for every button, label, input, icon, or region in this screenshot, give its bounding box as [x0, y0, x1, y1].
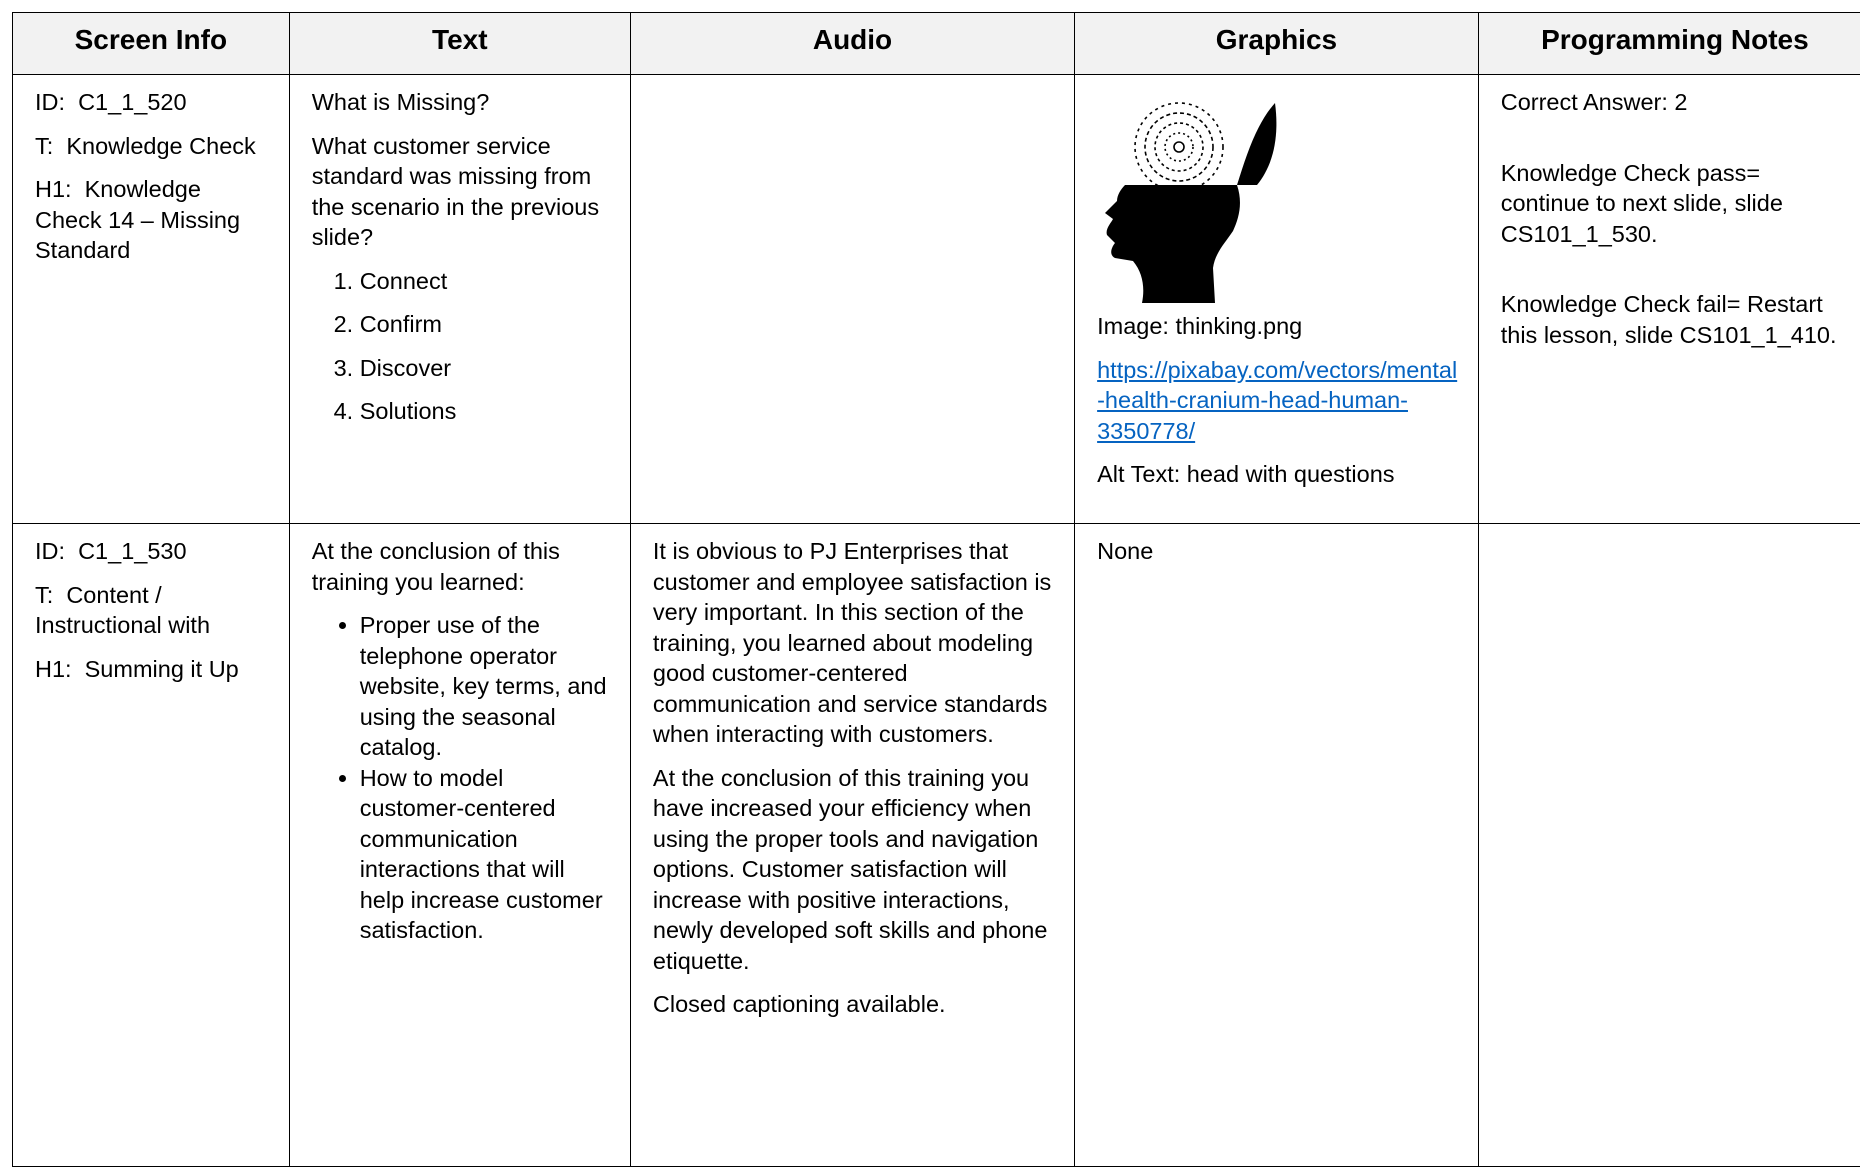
audio-cell: It is obvious to PJ Enterprises that cus… — [630, 524, 1074, 1167]
screen-id: ID: C1_1_530 — [35, 536, 271, 567]
note: Knowledge Check pass= continue to next s… — [1501, 158, 1853, 250]
storyboard-table: Screen Info Text Audio Graphics Programm… — [12, 12, 1860, 1167]
row: ID: C1_1_520 T: Knowledge Check H1: Know… — [13, 75, 1860, 524]
head-image — [1097, 93, 1277, 303]
option: Solutions — [360, 396, 612, 427]
image-link[interactable]: https://pixabay.com/vectors/mental-healt… — [1097, 357, 1457, 444]
text-cell: At the conclusion of this training you l… — [289, 524, 630, 1167]
screen-heading: H1: Knowledge Check 14 – Missing Standar… — [35, 174, 271, 266]
header-cell: Text — [289, 13, 630, 75]
screen-type: T: Content / Instructional with — [35, 580, 271, 641]
screen-info-cell: ID: C1_1_530 T: Content / Instructional … — [13, 524, 290, 1167]
header-cell: Graphics — [1075, 13, 1479, 75]
notes-cell: Correct Answer: 2 Knowledge Check pass= … — [1478, 75, 1860, 524]
option: Confirm — [360, 309, 612, 340]
screen-heading: H1: Summing it Up — [35, 654, 271, 685]
graphics-cell: None — [1075, 524, 1479, 1167]
option: Connect — [360, 266, 612, 297]
bullet: Proper use of the telephone operator web… — [360, 610, 612, 763]
text-cell: What is Missing? What customer service s… — [289, 75, 630, 524]
bullet: How to model customer-centered communica… — [360, 763, 612, 946]
header-cell: Audio — [630, 13, 1074, 75]
image-name: Image: thinking.png — [1097, 311, 1460, 342]
notes-cell — [1478, 524, 1860, 1167]
screen-info-cell: ID: C1_1_520 T: Knowledge Check H1: Know… — [13, 75, 290, 524]
header-cell: Programming Notes — [1478, 13, 1860, 75]
audio-paragraph: At the conclusion of this training you h… — [653, 763, 1056, 977]
options: Connect Confirm Discover Solutions — [312, 266, 612, 427]
graphics-text: None — [1097, 536, 1460, 567]
bullets: Proper use of the telephone operator web… — [312, 610, 612, 946]
page: Screen Info Text Audio Graphics Programm… — [0, 0, 1860, 1138]
header-cell: Screen Info — [13, 13, 290, 75]
header-row: Screen Info Text Audio Graphics Programm… — [13, 13, 1860, 75]
note: Knowledge Check fail= Restart this lesso… — [1501, 289, 1853, 350]
screen-id: ID: C1_1_520 — [35, 87, 271, 118]
audio-cell — [630, 75, 1074, 524]
row: ID: C1_1_530 T: Content / Instructional … — [13, 524, 1860, 1167]
question-title: What is Missing? — [312, 87, 612, 118]
note: Correct Answer: 2 — [1501, 87, 1853, 118]
screen-type: T: Knowledge Check — [35, 131, 271, 162]
question: What customer service standard was missi… — [312, 131, 612, 253]
audio-paragraph: Closed captioning available. — [653, 989, 1056, 1020]
alt-text: Alt Text: head with questions — [1097, 459, 1460, 490]
graphics-cell: Image: thinking.png https://pixabay.com/… — [1075, 75, 1479, 524]
intro: At the conclusion of this training you l… — [312, 536, 612, 597]
option: Discover — [360, 353, 612, 384]
audio-paragraph: It is obvious to PJ Enterprises that cus… — [653, 536, 1056, 750]
